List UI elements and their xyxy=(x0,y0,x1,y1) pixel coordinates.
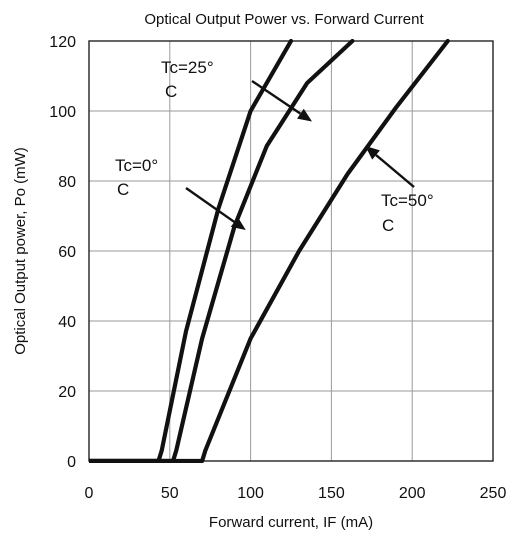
y-axis-label: Optical Output power, Po (mW) xyxy=(12,147,29,355)
annotation-tc0-line1: Tc=0° xyxy=(115,156,158,175)
annotation-tc0-arrow xyxy=(185,187,235,223)
annotation-tc25: Tc=25° C xyxy=(161,58,313,122)
x-tick-label: 250 xyxy=(480,485,507,502)
y-tick-label: 120 xyxy=(49,34,76,51)
y-tick-label: 80 xyxy=(58,174,76,191)
grid xyxy=(88,40,494,462)
annotation-tc0-line2: C xyxy=(117,180,129,199)
y-tick-label: 20 xyxy=(58,384,76,401)
y-tick-label: 40 xyxy=(58,314,76,331)
annotation-tc25-line1: Tc=25° xyxy=(161,58,214,77)
x-tick-label: 200 xyxy=(399,485,426,502)
series-line-2 xyxy=(89,39,450,463)
y-tick-label: 100 xyxy=(49,104,76,121)
x-tick-label: 50 xyxy=(161,485,179,502)
x-tick-label: 150 xyxy=(318,485,345,502)
y-tick-label: 60 xyxy=(58,244,76,261)
annotation-tc25-line2: C xyxy=(165,82,177,101)
annotation-tc25-arrowhead xyxy=(297,108,313,122)
series-layer xyxy=(89,39,450,463)
y-tick-label: 0 xyxy=(67,454,76,471)
x-tick-label: 100 xyxy=(237,485,264,502)
annotation-tc0-arrowhead xyxy=(230,217,246,230)
annotation-tc50-line2: C xyxy=(382,216,394,235)
annotation-tc25-arrow xyxy=(251,80,302,115)
annotation-tc50: Tc=50° C xyxy=(365,146,434,235)
annotation-tc50-line1: Tc=50° xyxy=(381,191,434,210)
x-tick-label: 0 xyxy=(85,485,94,502)
annotation-tc0: Tc=0° C xyxy=(115,156,246,230)
x-axis-label: Forward current, IF (mA) xyxy=(209,514,373,531)
annotation-tc50-arrow xyxy=(375,154,415,188)
tick-labels: 0 50 100 150 200 250 0 20 40 60 80 100 120 xyxy=(49,34,506,502)
annotation-tc50-arrowhead xyxy=(365,146,380,160)
chart-title: Optical Output Power vs. Forward Current xyxy=(144,11,424,28)
